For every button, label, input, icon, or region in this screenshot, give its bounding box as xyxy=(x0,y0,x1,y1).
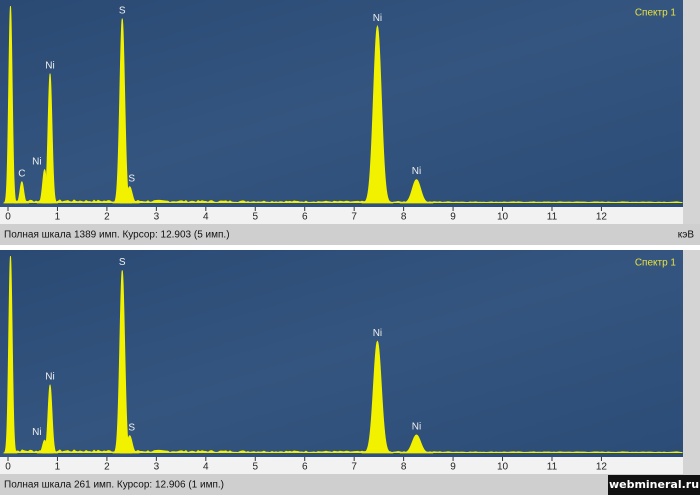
x-tick-label: 10 xyxy=(497,462,509,473)
x-tick-label: 5 xyxy=(252,212,258,223)
status-text: Полная шкала 261 имп. Курсор: 12.906 (1 … xyxy=(4,480,224,491)
peak xyxy=(361,24,394,204)
x-tick-label: 4 xyxy=(203,212,209,223)
x-tick-label: 10 xyxy=(497,212,509,223)
x-tick-label: 9 xyxy=(450,462,456,473)
background-noise xyxy=(8,199,683,203)
x-tick-label: 7 xyxy=(351,462,357,473)
x-tick-label: 2 xyxy=(104,462,110,473)
peak-label: S xyxy=(119,257,126,268)
peak xyxy=(3,255,18,454)
peak xyxy=(119,435,140,454)
peak-label: Ni xyxy=(45,60,54,71)
x-tick-label: 0 xyxy=(5,212,11,223)
peak xyxy=(399,179,434,204)
x-tick-label: 8 xyxy=(401,212,407,223)
axis-band xyxy=(0,457,683,474)
x-tick-label: 8 xyxy=(401,462,407,473)
peak-label: Ni xyxy=(373,13,382,24)
peak-label: S xyxy=(119,5,126,16)
x-tick-label: 7 xyxy=(351,212,357,223)
x-tick-label: 6 xyxy=(302,212,308,223)
peak-label: S xyxy=(128,422,135,433)
peak xyxy=(14,181,30,204)
scrollbar xyxy=(683,0,700,224)
plot-background xyxy=(0,0,683,207)
peak xyxy=(42,73,59,204)
scrollbar xyxy=(683,250,700,474)
watermark: webmineral.ru xyxy=(608,475,700,495)
x-tick-label: 1 xyxy=(55,462,61,473)
chart-title: Спектр 1 xyxy=(635,258,677,269)
plot-background xyxy=(0,250,683,457)
peak xyxy=(42,384,58,454)
x-tick-label: 9 xyxy=(450,212,456,223)
peak xyxy=(119,186,140,204)
x-tick-label: 0 xyxy=(5,462,11,473)
chart-title: Спектр 1 xyxy=(635,8,677,19)
peak-label: Ni xyxy=(45,372,54,383)
peak-label: Ni xyxy=(32,427,41,438)
x-tick-label: 3 xyxy=(154,462,160,473)
peak-label: Ni xyxy=(412,166,421,177)
axis-band xyxy=(0,207,683,224)
x-tick-label: 1 xyxy=(55,212,61,223)
x-tick-label: 4 xyxy=(203,462,209,473)
background-noise xyxy=(8,449,683,453)
status-bar xyxy=(0,224,700,245)
x-tick-label: 11 xyxy=(547,212,558,223)
status-text: Полная шкала 1389 имп. Курсор: 12.903 (5… xyxy=(4,230,230,241)
peak-label: Ni xyxy=(373,328,382,339)
peak-label: Ni xyxy=(412,422,421,433)
x-tick-label: 5 xyxy=(252,462,258,473)
peak-label: C xyxy=(18,168,25,179)
x-axis-label: кэВ xyxy=(678,230,695,241)
x-tick-label: 6 xyxy=(302,462,308,473)
status-bar xyxy=(0,474,700,495)
peak xyxy=(361,340,394,454)
x-tick-label: 3 xyxy=(154,212,160,223)
x-tick-label: 11 xyxy=(547,462,558,473)
peak xyxy=(3,5,18,204)
peak-label: Ni xyxy=(32,156,41,167)
peak xyxy=(399,434,434,454)
peak-label: S xyxy=(128,173,135,184)
x-tick-label: 12 xyxy=(596,212,608,223)
x-tick-label: 12 xyxy=(596,462,608,473)
x-tick-label: 2 xyxy=(104,212,110,223)
